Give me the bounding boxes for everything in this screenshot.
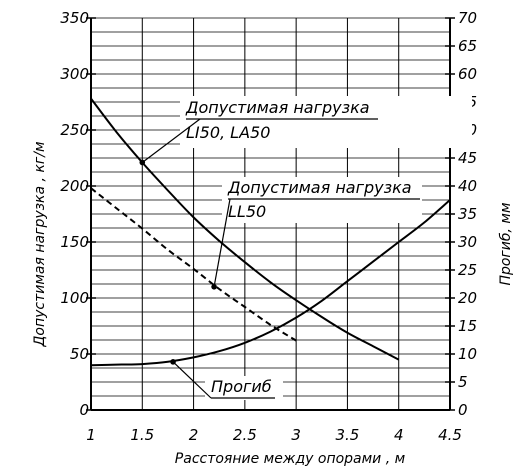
callout-target-dot: [139, 159, 146, 166]
y-left-tick-label: 150: [60, 233, 89, 251]
callouts: Допустимая нагрузка LI50, LA50 Допустимая …: [139, 96, 472, 400]
y-right-tick-label: 0: [458, 401, 468, 419]
y-axis-right-title: Прогиб, мм: [498, 202, 514, 286]
callout-leader-line: [213, 198, 231, 287]
callout-leader-line: [172, 361, 212, 399]
x-tick-label: 1.5: [130, 426, 154, 444]
x-tick-label: 1: [86, 426, 96, 444]
y-right-tick-label: 15: [458, 317, 477, 335]
callout-label: LI50, LA50: [186, 123, 270, 142]
x-tick-label: 2: [189, 426, 199, 444]
x-axis-title: Расстояние между опорами , м: [175, 451, 406, 467]
y-right-tick-label: 40: [458, 177, 477, 195]
x-tick-label: 4.5: [438, 426, 462, 444]
callout-target-dot: [211, 284, 217, 290]
y-left-tick-label: 300: [60, 65, 89, 83]
x-tick-label: 3.5: [335, 426, 359, 444]
y-axis-left-title: Допустимая нагрузка , кг/м: [32, 141, 48, 348]
x-tick-label: 4: [394, 426, 404, 444]
callout-leader-line: [141, 118, 201, 163]
y-left-tick-label: 0: [79, 401, 89, 419]
y-left-tick-label: 350: [60, 9, 89, 27]
x-tick-label: 3: [291, 426, 301, 444]
callout-background: [180, 96, 472, 148]
series-line-3: [90, 199, 451, 367]
callout-background: [205, 376, 283, 400]
y-right-tick-label: 30: [458, 233, 477, 251]
y-right-tick-label: 10: [458, 345, 477, 363]
y-left-tick-label: 200: [60, 177, 89, 195]
y-right-tick-label: 35: [458, 205, 477, 223]
axes: [86, 17, 455, 411]
y-left-tick-label: 50: [70, 345, 89, 363]
callout-target-dot: [170, 359, 176, 365]
y-right-tick-label: 20: [458, 289, 477, 307]
y-right-tick-label: 25: [458, 261, 477, 279]
y-right-tick-label: 45: [458, 149, 477, 167]
x-tick-label: 2.5: [233, 426, 257, 444]
y-right-tick-label: 65: [458, 37, 477, 55]
y-right-tick-label: 5: [458, 373, 468, 391]
callout-label: Допустимая нагрузка: [185, 98, 370, 117]
callout-label: LL50: [228, 202, 266, 221]
callout-label: Допустимая нагрузка: [227, 178, 412, 197]
callout-background: [222, 177, 422, 223]
y-right-tick-label: 70: [458, 9, 477, 27]
series-line-2: [90, 187, 297, 342]
y-left-tick-label: 250: [60, 121, 89, 139]
callout-label: Прогиб: [211, 377, 272, 396]
y-right-tick-label: 60: [458, 65, 477, 83]
y-left-tick-label: 100: [60, 289, 89, 307]
